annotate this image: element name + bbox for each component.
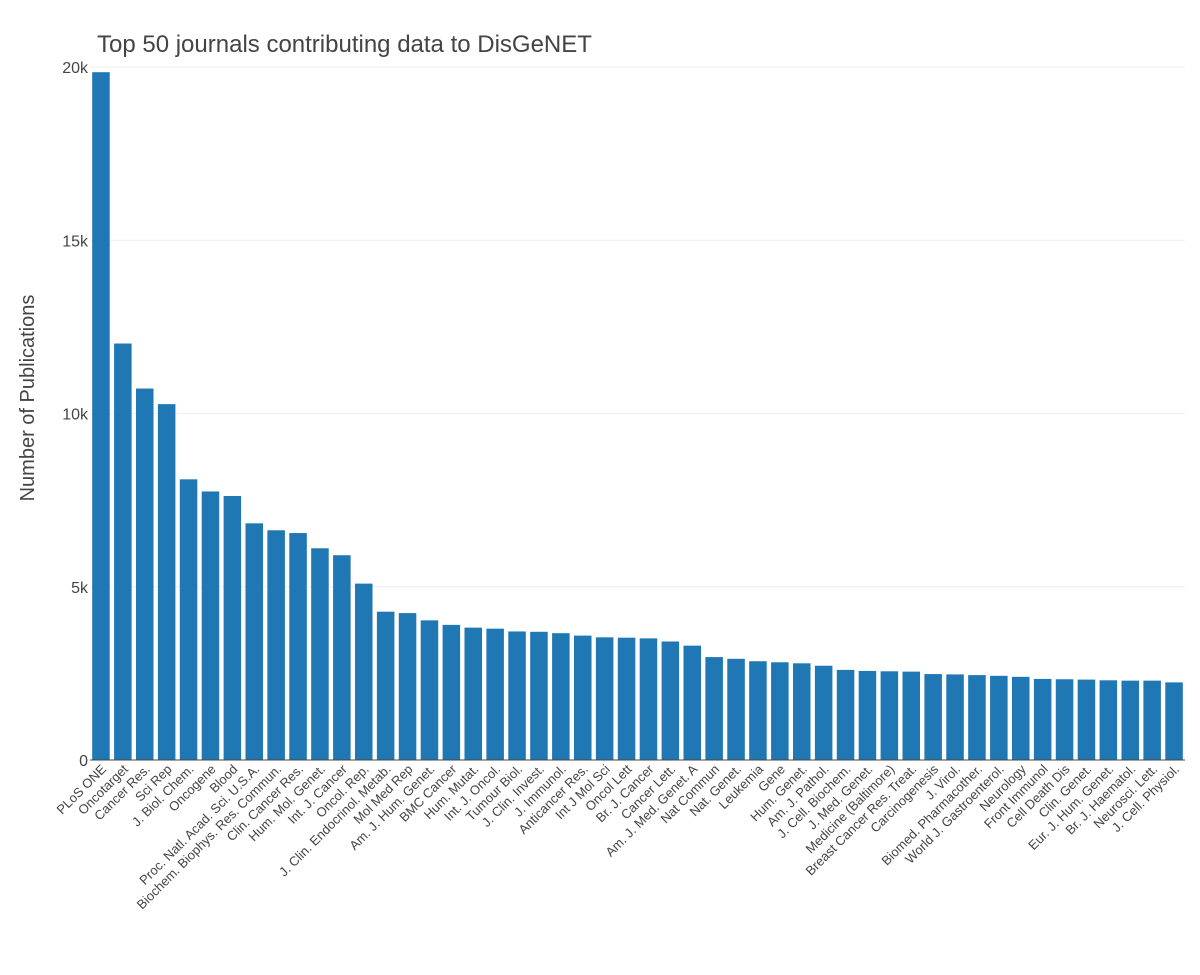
bar[interactable] (508, 631, 526, 760)
bar[interactable] (1055, 679, 1074, 760)
y-tick-label: 10k (62, 407, 89, 424)
bar[interactable] (333, 555, 351, 760)
bar[interactable] (92, 72, 110, 760)
bar[interactable] (1099, 680, 1118, 760)
bar[interactable] (1011, 676, 1030, 760)
bar[interactable] (1143, 680, 1161, 760)
bar[interactable] (902, 671, 921, 760)
y-tick-label: 20k (62, 60, 89, 77)
bar[interactable] (398, 613, 417, 760)
bar[interactable] (792, 663, 811, 760)
bars (92, 72, 1183, 760)
bar[interactable] (1121, 680, 1140, 760)
bar[interactable] (289, 533, 307, 760)
bar[interactable] (267, 530, 285, 760)
bar[interactable] (595, 637, 614, 760)
bar[interactable] (530, 631, 548, 760)
bar[interactable] (880, 671, 899, 760)
gridlines (90, 66, 1185, 588)
y-axis-label: Number of Publications (17, 295, 39, 502)
bar[interactable] (990, 675, 1008, 760)
bar[interactable] (749, 661, 767, 760)
chart-title: Top 50 journals contributing data to Dis… (97, 31, 592, 58)
y-tick-label: 5k (71, 580, 89, 597)
y-tick-label: 0 (79, 753, 88, 770)
bar[interactable] (157, 404, 176, 760)
bar[interactable] (552, 633, 570, 760)
y-axis-ticks: 0 5k 10k 15k 20k (62, 60, 89, 770)
bar[interactable] (354, 583, 373, 760)
bar[interactable] (968, 675, 986, 760)
bar[interactable] (135, 388, 154, 760)
y-tick-label: 15k (62, 233, 89, 250)
bar[interactable] (946, 674, 964, 760)
bar[interactable] (179, 479, 198, 760)
bar[interactable] (1165, 682, 1183, 760)
bar[interactable] (836, 669, 855, 760)
bar[interactable] (924, 674, 942, 760)
bar[interactable] (1077, 679, 1096, 760)
bar[interactable] (683, 645, 702, 760)
bar[interactable] (201, 491, 220, 760)
bar[interactable] (858, 670, 877, 760)
bar[interactable] (420, 620, 439, 760)
bar[interactable] (639, 638, 658, 760)
bar[interactable] (814, 665, 833, 760)
bar[interactable] (661, 641, 680, 760)
bar[interactable] (705, 657, 723, 760)
bar[interactable] (376, 611, 395, 760)
bar[interactable] (442, 624, 461, 760)
bar[interactable] (223, 495, 242, 760)
bar[interactable] (114, 343, 132, 760)
bar[interactable] (771, 662, 789, 760)
bar[interactable] (617, 637, 636, 760)
bar[interactable] (727, 658, 745, 760)
bar[interactable] (486, 628, 504, 760)
bar[interactable] (1033, 678, 1052, 760)
bar[interactable] (245, 523, 264, 760)
bar[interactable] (573, 635, 592, 760)
bar[interactable] (311, 548, 329, 760)
bar[interactable] (464, 627, 483, 760)
